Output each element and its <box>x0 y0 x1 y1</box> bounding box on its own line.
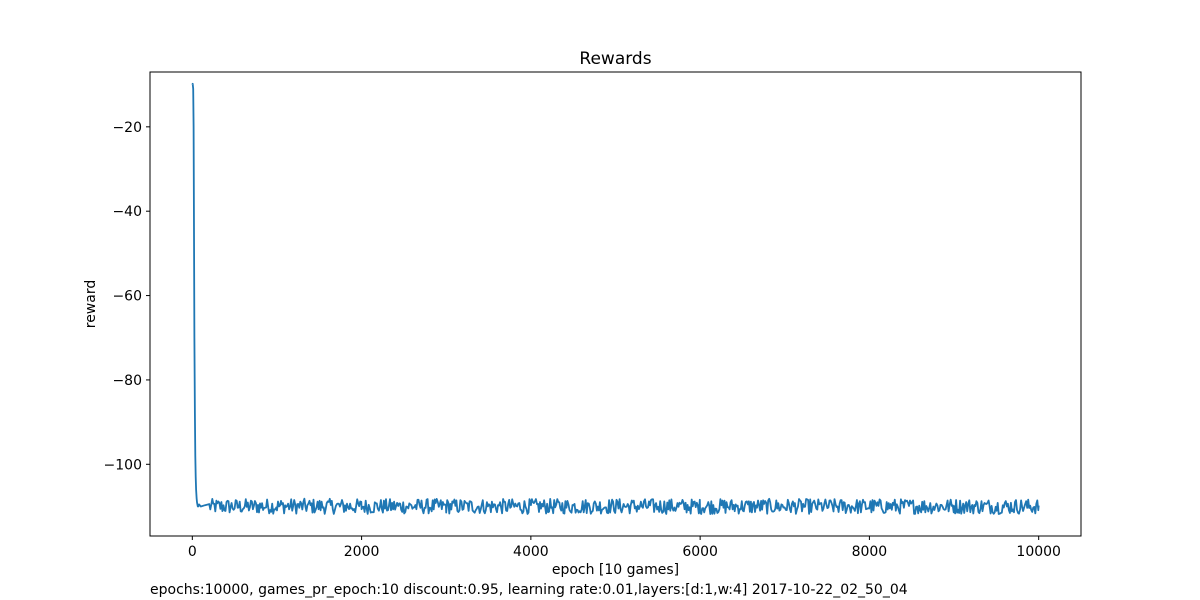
x-tick-label: 0 <box>188 544 197 560</box>
y-axis-title: reward <box>83 280 99 329</box>
x-axis-title: epoch [10 games] <box>552 562 679 578</box>
x-tick-label: 2000 <box>344 544 380 560</box>
x-tick-label: 4000 <box>513 544 549 560</box>
x-tick-label: 8000 <box>852 544 888 560</box>
reward-series-line <box>191 82 1040 515</box>
y-tick-label: −60 <box>112 289 142 305</box>
y-axis: −20 −40 −60 −80 −100 <box>104 120 150 473</box>
plot-area-frame <box>149 71 1082 537</box>
series-layer <box>191 82 1040 515</box>
run-config-footnote: epochs:10000, games_pr_epoch:10 discount… <box>150 582 908 598</box>
x-axis: 0 2000 4000 6000 8000 10000 <box>188 536 1061 560</box>
y-tick-label: −100 <box>104 457 142 473</box>
chart-title: Rewards <box>579 49 651 69</box>
x-tick-label: 6000 <box>682 544 718 560</box>
y-tick-label: −40 <box>112 204 142 220</box>
y-tick-label: −80 <box>112 373 142 389</box>
y-tick-label: −20 <box>112 120 142 136</box>
x-tick-label: 10000 <box>1016 544 1061 560</box>
